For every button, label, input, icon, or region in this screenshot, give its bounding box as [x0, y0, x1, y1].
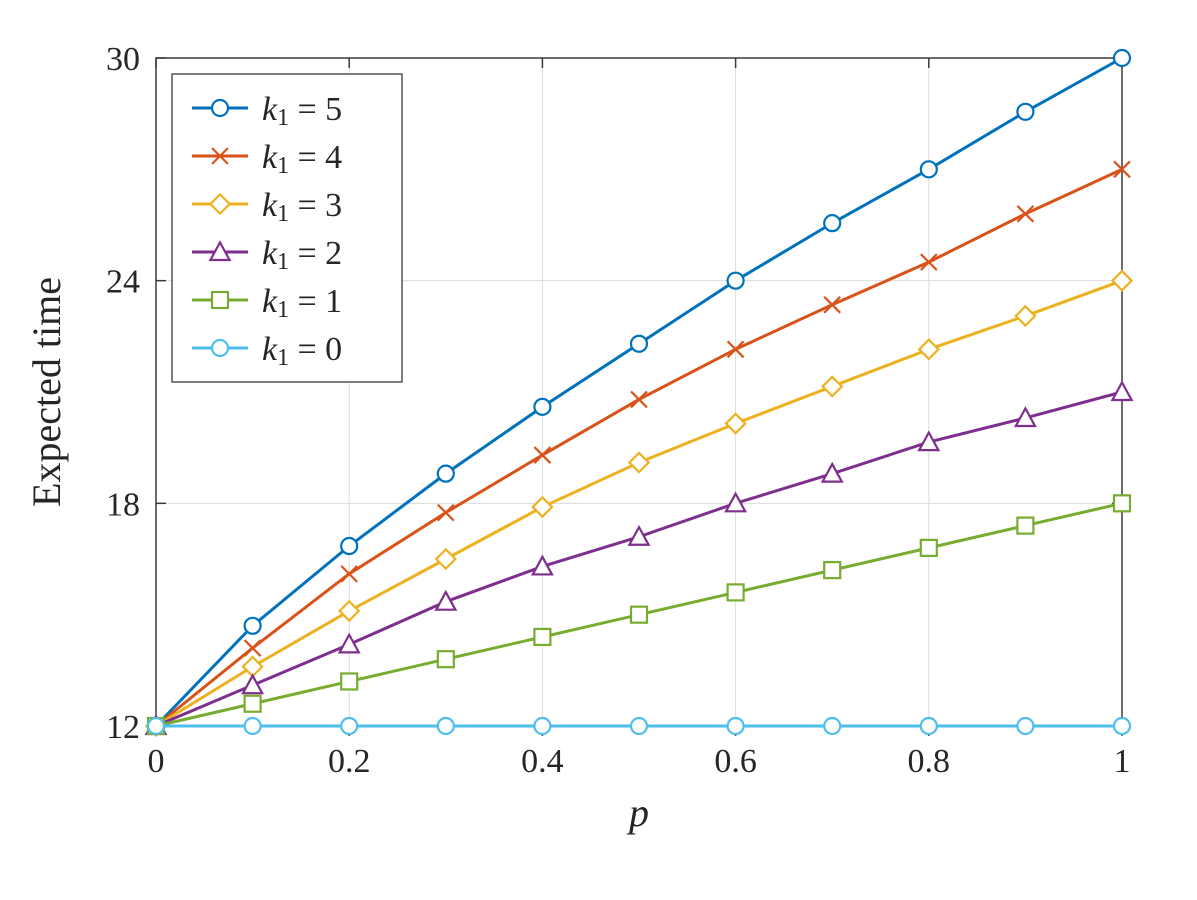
marker-circle	[1017, 718, 1033, 734]
x-tick-label: 1	[1114, 743, 1131, 780]
marker-circle	[1017, 104, 1033, 120]
legend-label: k1 = 2	[262, 235, 342, 275]
marker-circle	[148, 718, 164, 734]
marker-square	[1017, 518, 1033, 534]
legend-label: k1 = 5	[262, 91, 342, 131]
marker-circle	[1114, 718, 1130, 734]
marker-circle	[631, 336, 647, 352]
legend-label: k1 = 1	[262, 283, 342, 323]
marker-circle	[438, 466, 454, 482]
marker-circle	[534, 399, 550, 415]
x-tick-label: 0.4	[521, 743, 564, 780]
marker-circle	[728, 718, 744, 734]
legend-label: k1 = 3	[262, 187, 342, 227]
marker-circle	[728, 273, 744, 289]
y-tick-label: 24	[106, 264, 140, 301]
marker-circle	[921, 718, 937, 734]
marker-square	[341, 673, 357, 689]
line-chart: 0 0.2 0.4 0.6 0.8 1 12 18 24 30 p Expected time k1 =…	[0, 0, 1197, 900]
marker-square	[438, 651, 454, 667]
marker-square	[824, 562, 840, 578]
marker-square	[245, 696, 261, 712]
marker-circle	[245, 718, 261, 734]
marker-circle	[921, 161, 937, 177]
marker-circle	[212, 100, 228, 116]
marker-square	[728, 584, 744, 600]
chart-container: 0 0.2 0.4 0.6 0.8 1 12 18 24 30 p Expected time k1 =…	[0, 0, 1197, 900]
marker-circle	[534, 718, 550, 734]
marker-square	[1114, 495, 1130, 511]
x-tick-label: 0.6	[714, 743, 757, 780]
x-tick-label: 0	[148, 743, 165, 780]
x-axis-label: p	[626, 790, 649, 835]
legend: k1 = 5 k1 = 4 k1 = 3 k1 = 2 k1 = 1 k1 = 0	[172, 74, 402, 382]
marker-square	[212, 292, 228, 308]
marker-circle	[341, 538, 357, 554]
marker-circle	[824, 718, 840, 734]
marker-square	[921, 540, 937, 556]
legend-label: k1 = 4	[262, 139, 342, 179]
x-tick-label: 0.8	[908, 743, 951, 780]
y-tick-label: 12	[106, 709, 140, 746]
marker-circle	[438, 718, 454, 734]
marker-circle	[631, 718, 647, 734]
legend-label: k1 = 0	[262, 331, 342, 371]
marker-circle	[245, 618, 261, 634]
marker-circle	[1114, 50, 1130, 66]
y-tick-label: 30	[106, 41, 140, 78]
marker-circle	[824, 215, 840, 231]
marker-square	[631, 607, 647, 623]
y-tick-label: 18	[106, 486, 140, 523]
x-tick-label: 0.2	[328, 743, 371, 780]
marker-circle	[212, 340, 228, 356]
y-axis-label: Expected time	[24, 277, 69, 507]
marker-square	[534, 629, 550, 645]
marker-circle	[341, 718, 357, 734]
